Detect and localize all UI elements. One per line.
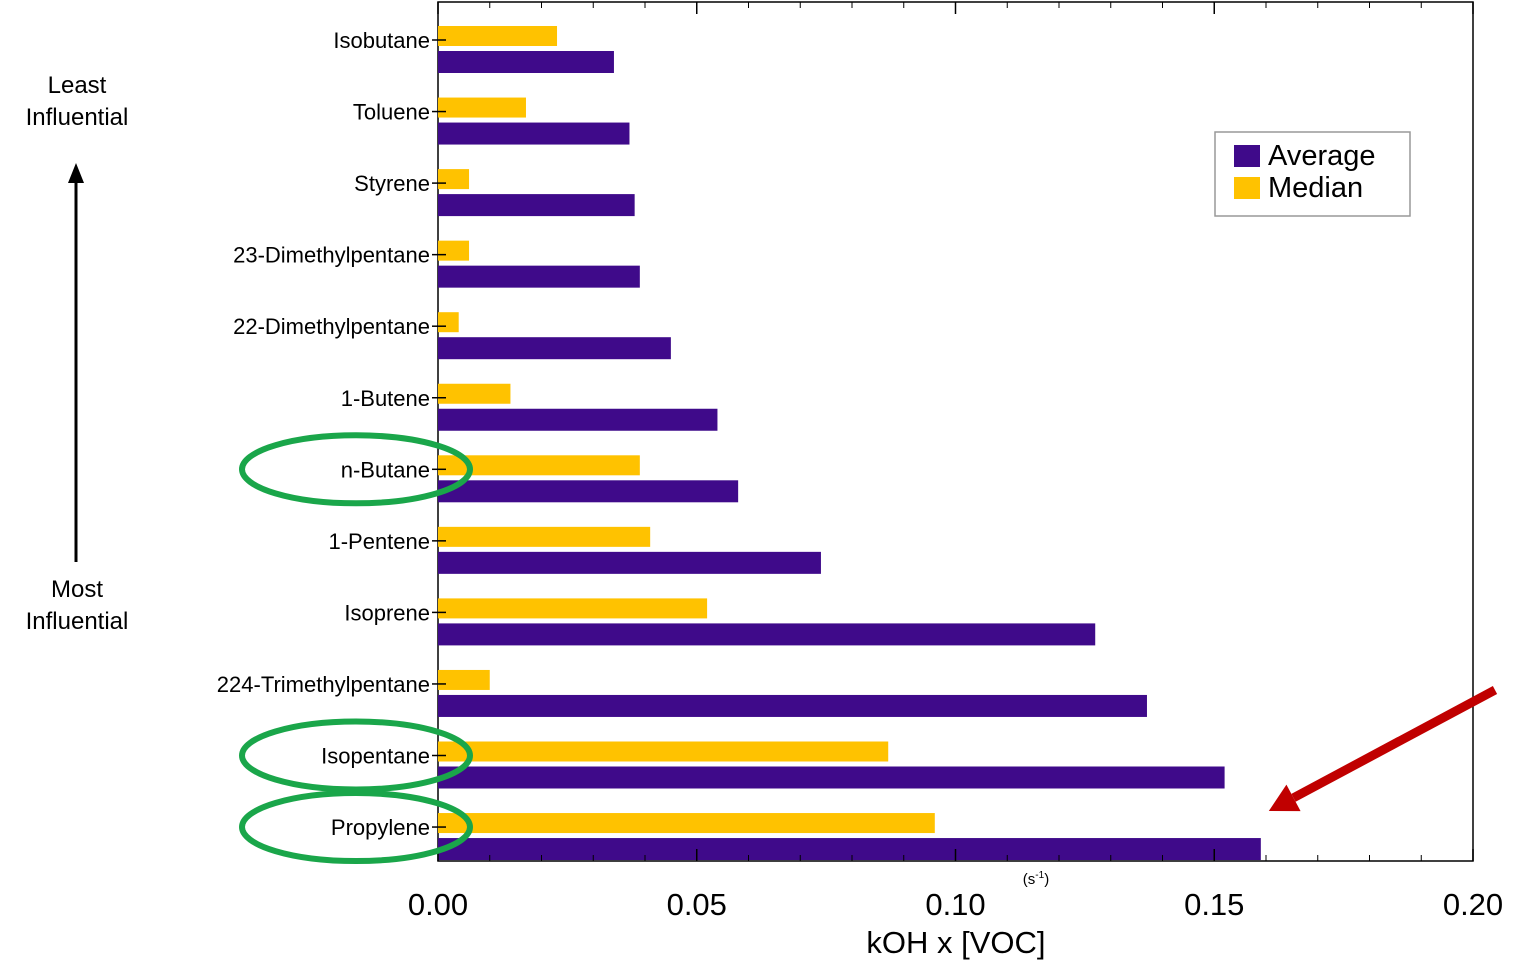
category-label: Styrene	[354, 171, 430, 196]
legend-swatch	[1234, 145, 1260, 167]
unit-superscript: -1	[1035, 870, 1044, 881]
category-label: 224-Trimethylpentane	[217, 672, 430, 697]
bar-median	[438, 741, 889, 762]
highlight-ellipse	[239, 432, 473, 507]
bar-average	[438, 623, 1096, 646]
red-arrow-shaft	[1291, 686, 1498, 802]
bar-average	[438, 337, 671, 360]
red-arrow-head	[1268, 784, 1301, 812]
bar-median	[438, 312, 459, 333]
bar-average	[438, 194, 635, 217]
influential-word-bottom: Influential	[25, 608, 129, 635]
x-tick-label: 0.00	[408, 887, 468, 922]
category-label: Isoprene	[344, 600, 430, 625]
bar-median	[438, 97, 526, 118]
x-tick-label: 0.05	[667, 887, 727, 922]
x-tick-label: 0.15	[1184, 887, 1244, 922]
highlight-ellipse	[239, 718, 473, 793]
bar-median	[438, 669, 490, 690]
category-label: Isopentane	[321, 744, 430, 769]
unit-close: )	[1044, 871, 1049, 888]
bar-average	[438, 694, 1147, 717]
bar-median	[438, 598, 708, 619]
bar-median	[438, 26, 558, 46]
category-label: Isobutane	[333, 28, 430, 53]
category-label: 1-Butene	[341, 386, 430, 411]
bar-average	[438, 480, 739, 503]
x-axis-label: kOH x [VOC]	[866, 925, 1045, 960]
category-label: Toluene	[353, 100, 430, 125]
legend-label: Average	[1268, 140, 1376, 172]
most-influential-label: Most Influential	[2, 574, 152, 638]
bar-median	[438, 383, 511, 404]
unit-base: (s	[1023, 871, 1036, 888]
bar-average	[438, 265, 640, 288]
bar-average	[438, 122, 630, 145]
bar-median	[438, 526, 651, 547]
bar-average	[438, 766, 1225, 789]
x-tick-label: 0.10	[925, 887, 985, 922]
bar-average	[438, 408, 718, 431]
bar-average	[438, 51, 614, 73]
category-label: n-Butane	[341, 457, 430, 482]
bar-median	[438, 455, 640, 476]
bar-average	[438, 551, 821, 574]
category-label: 22-Dimethylpentane	[233, 314, 430, 339]
influential-word-top: Influential	[25, 104, 129, 131]
legend-swatch	[1234, 177, 1260, 199]
influence-arrow-head	[68, 163, 84, 183]
bar-median	[438, 813, 935, 834]
x-tick-label: 0.20	[1443, 887, 1503, 922]
most-word: Most	[50, 576, 103, 603]
legend-label: Median	[1268, 172, 1363, 204]
unit-label: (s-1)	[1023, 870, 1049, 888]
least-influential-label: Least Influential	[2, 70, 152, 134]
bar-median	[438, 240, 470, 261]
bar-median	[438, 169, 470, 190]
highlight-ellipse	[239, 790, 473, 865]
category-label: 23-Dimethylpentane	[233, 243, 430, 268]
bar-average	[438, 838, 1261, 861]
least-word: Least	[47, 72, 107, 99]
category-label: Propylene	[331, 815, 430, 840]
category-label: 1-Pentene	[328, 529, 430, 554]
